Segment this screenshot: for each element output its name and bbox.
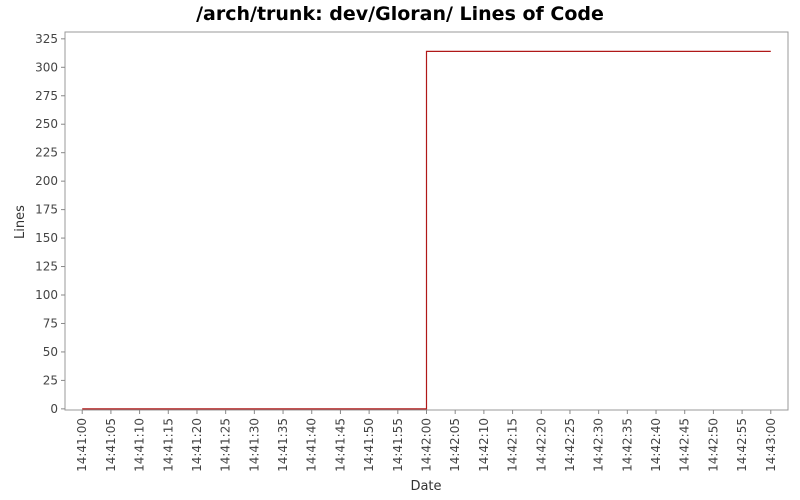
x-tick-label: 14:41:40 [305,418,319,472]
x-tick-label: 14:42:10 [477,418,491,472]
x-tick-label: 14:41:10 [133,418,147,472]
y-tick-label: 300 [35,60,58,74]
y-tick-label: 250 [35,117,58,131]
chart-title: /arch/trunk: dev/Gloran/ Lines of Code [196,3,604,25]
y-tick-label: 25 [43,373,58,387]
x-tick-label: 14:42:05 [448,418,462,472]
x-tick-label: 14:42:35 [620,418,634,472]
x-tick-label: 14:42:45 [678,418,692,472]
x-tick-label: 14:42:30 [592,418,606,472]
x-tick-label: 14:41:15 [161,418,175,472]
y-tick-label: 150 [35,231,58,245]
x-tick-label: 14:43:00 [764,418,778,472]
y-tick-label: 200 [35,174,58,188]
x-tick-label: 14:42:15 [506,418,520,472]
x-tick-label: 14:42:25 [563,418,577,472]
x-tick-label: 14:42:50 [706,418,720,472]
x-tick-label: 14:42:55 [735,418,749,472]
y-tick-label: 50 [43,345,58,359]
y-tick-label: 125 [35,260,58,274]
y-axis-label: Lines [13,205,28,239]
y-tick-label: 100 [35,288,58,302]
y-tick-label: 225 [35,146,58,160]
x-tick-label: 14:41:55 [391,418,405,472]
y-tick-label: 275 [35,89,58,103]
x-tick-label: 14:42:00 [420,418,434,472]
x-tick-label: 14:42:40 [649,418,663,472]
x-tick-label: 14:41:30 [247,418,261,472]
x-axis-label: Date [410,479,441,494]
y-tick-label: 0 [50,402,58,416]
x-tick-label: 14:41:00 [75,418,89,472]
x-tick-label: 14:41:45 [333,418,347,472]
x-tick-label: 14:41:20 [190,418,204,472]
x-tick-label: 14:41:05 [104,418,118,472]
y-tick-label: 325 [35,32,58,46]
y-tick-label: 175 [35,203,58,217]
y-tick-label: 75 [43,316,58,330]
line [82,50,771,410]
x-tick-label: 14:42:20 [534,418,548,472]
x-tick-label: 14:41:25 [219,418,233,472]
x-tick-label: 14:41:50 [362,418,376,472]
x-tick-label: 14:41:35 [276,418,290,472]
